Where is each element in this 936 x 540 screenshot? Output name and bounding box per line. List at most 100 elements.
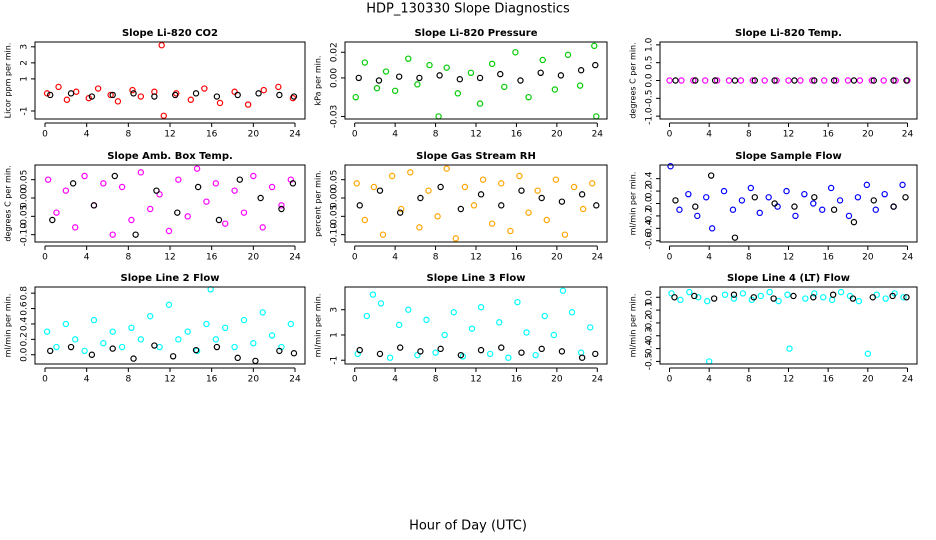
- point: [501, 83, 508, 91]
- y-axis-title: Licor ppm per min.: [4, 43, 13, 119]
- panel-title: Slope Amb. Box Temp.: [107, 151, 233, 162]
- point: [355, 74, 362, 82]
- point: [498, 180, 505, 187]
- point: [534, 187, 541, 194]
- point: [729, 206, 737, 213]
- point: [352, 93, 359, 101]
- point: [432, 349, 439, 356]
- point: [890, 203, 897, 210]
- point: [416, 224, 423, 231]
- point: [356, 202, 363, 209]
- point: [175, 336, 182, 343]
- point: [216, 99, 224, 107]
- point: [109, 328, 116, 335]
- point: [382, 68, 390, 75]
- x-tick-label: 16: [206, 130, 218, 140]
- point: [773, 77, 780, 84]
- x-tick-label: 0: [667, 253, 673, 263]
- point: [423, 316, 430, 324]
- point: [791, 203, 798, 210]
- point: [407, 169, 414, 176]
- y-tick-label: 2: [20, 60, 30, 66]
- y-tick-label: 0.05: [330, 170, 340, 190]
- point: [592, 350, 599, 358]
- plot-frame: [659, 41, 918, 120]
- x-tick-label: 4: [706, 253, 712, 263]
- point: [276, 91, 283, 99]
- x-tick-label: 24: [289, 130, 301, 140]
- point: [577, 349, 585, 356]
- point: [88, 93, 96, 100]
- point: [525, 93, 532, 101]
- point: [516, 172, 523, 180]
- point: [434, 213, 441, 220]
- point: [730, 291, 738, 298]
- point: [252, 357, 259, 365]
- point: [677, 296, 684, 304]
- point: [240, 316, 248, 324]
- point: [889, 292, 896, 300]
- point: [538, 194, 545, 202]
- point: [255, 90, 262, 97]
- x-tick-label: 24: [902, 375, 914, 385]
- point: [559, 287, 567, 294]
- point: [370, 183, 378, 191]
- point: [109, 91, 116, 99]
- point: [766, 288, 773, 296]
- point: [43, 328, 51, 335]
- point: [868, 77, 875, 84]
- x-tick-label: 16: [511, 375, 523, 385]
- point: [880, 77, 887, 84]
- y-tick-label: -0.5: [645, 353, 655, 371]
- point: [379, 231, 387, 238]
- point: [792, 212, 799, 220]
- y-tick-label: -0.2: [645, 314, 655, 332]
- y-tick-label: -0.4: [645, 340, 655, 358]
- point: [377, 300, 385, 307]
- point: [751, 77, 758, 84]
- point: [53, 209, 60, 216]
- point: [107, 91, 114, 99]
- point: [558, 198, 566, 205]
- point: [774, 203, 781, 210]
- point: [477, 346, 485, 354]
- point: [443, 64, 450, 71]
- x-tick-label: 24: [902, 130, 914, 140]
- point: [222, 220, 229, 227]
- point: [130, 355, 137, 362]
- panel-title: Slope Li-820 CO2: [122, 28, 218, 39]
- point: [62, 320, 70, 328]
- point: [278, 202, 285, 209]
- point: [708, 225, 716, 232]
- point: [702, 77, 709, 84]
- point: [109, 345, 116, 352]
- point: [457, 351, 465, 359]
- y-tick-label: 0.0: [645, 290, 655, 305]
- point: [391, 87, 399, 94]
- point: [512, 49, 519, 56]
- point: [435, 113, 442, 120]
- y-tick-label: 1.0: [645, 37, 655, 52]
- plot-frame: [344, 41, 608, 120]
- point: [356, 346, 363, 354]
- y-tick-label: -0.10: [330, 223, 340, 247]
- y-tick-label: 0.2: [645, 184, 655, 198]
- plot-frame: [34, 41, 306, 120]
- point: [737, 77, 745, 84]
- point: [128, 216, 135, 224]
- point: [158, 42, 165, 49]
- point: [537, 69, 544, 77]
- point: [570, 183, 578, 191]
- y-tick-label: 0.2: [20, 332, 30, 346]
- y-tick-label: 3: [20, 44, 30, 50]
- y-tick-label: -0.1: [645, 301, 655, 319]
- point: [809, 77, 816, 84]
- point: [192, 90, 200, 97]
- point: [165, 301, 173, 308]
- panel-title: Slope Gas Stream RH: [416, 151, 536, 162]
- point: [496, 319, 503, 326]
- point: [290, 93, 298, 100]
- y-tick-label: 0.02: [330, 42, 340, 62]
- point: [450, 309, 457, 316]
- point: [137, 336, 145, 343]
